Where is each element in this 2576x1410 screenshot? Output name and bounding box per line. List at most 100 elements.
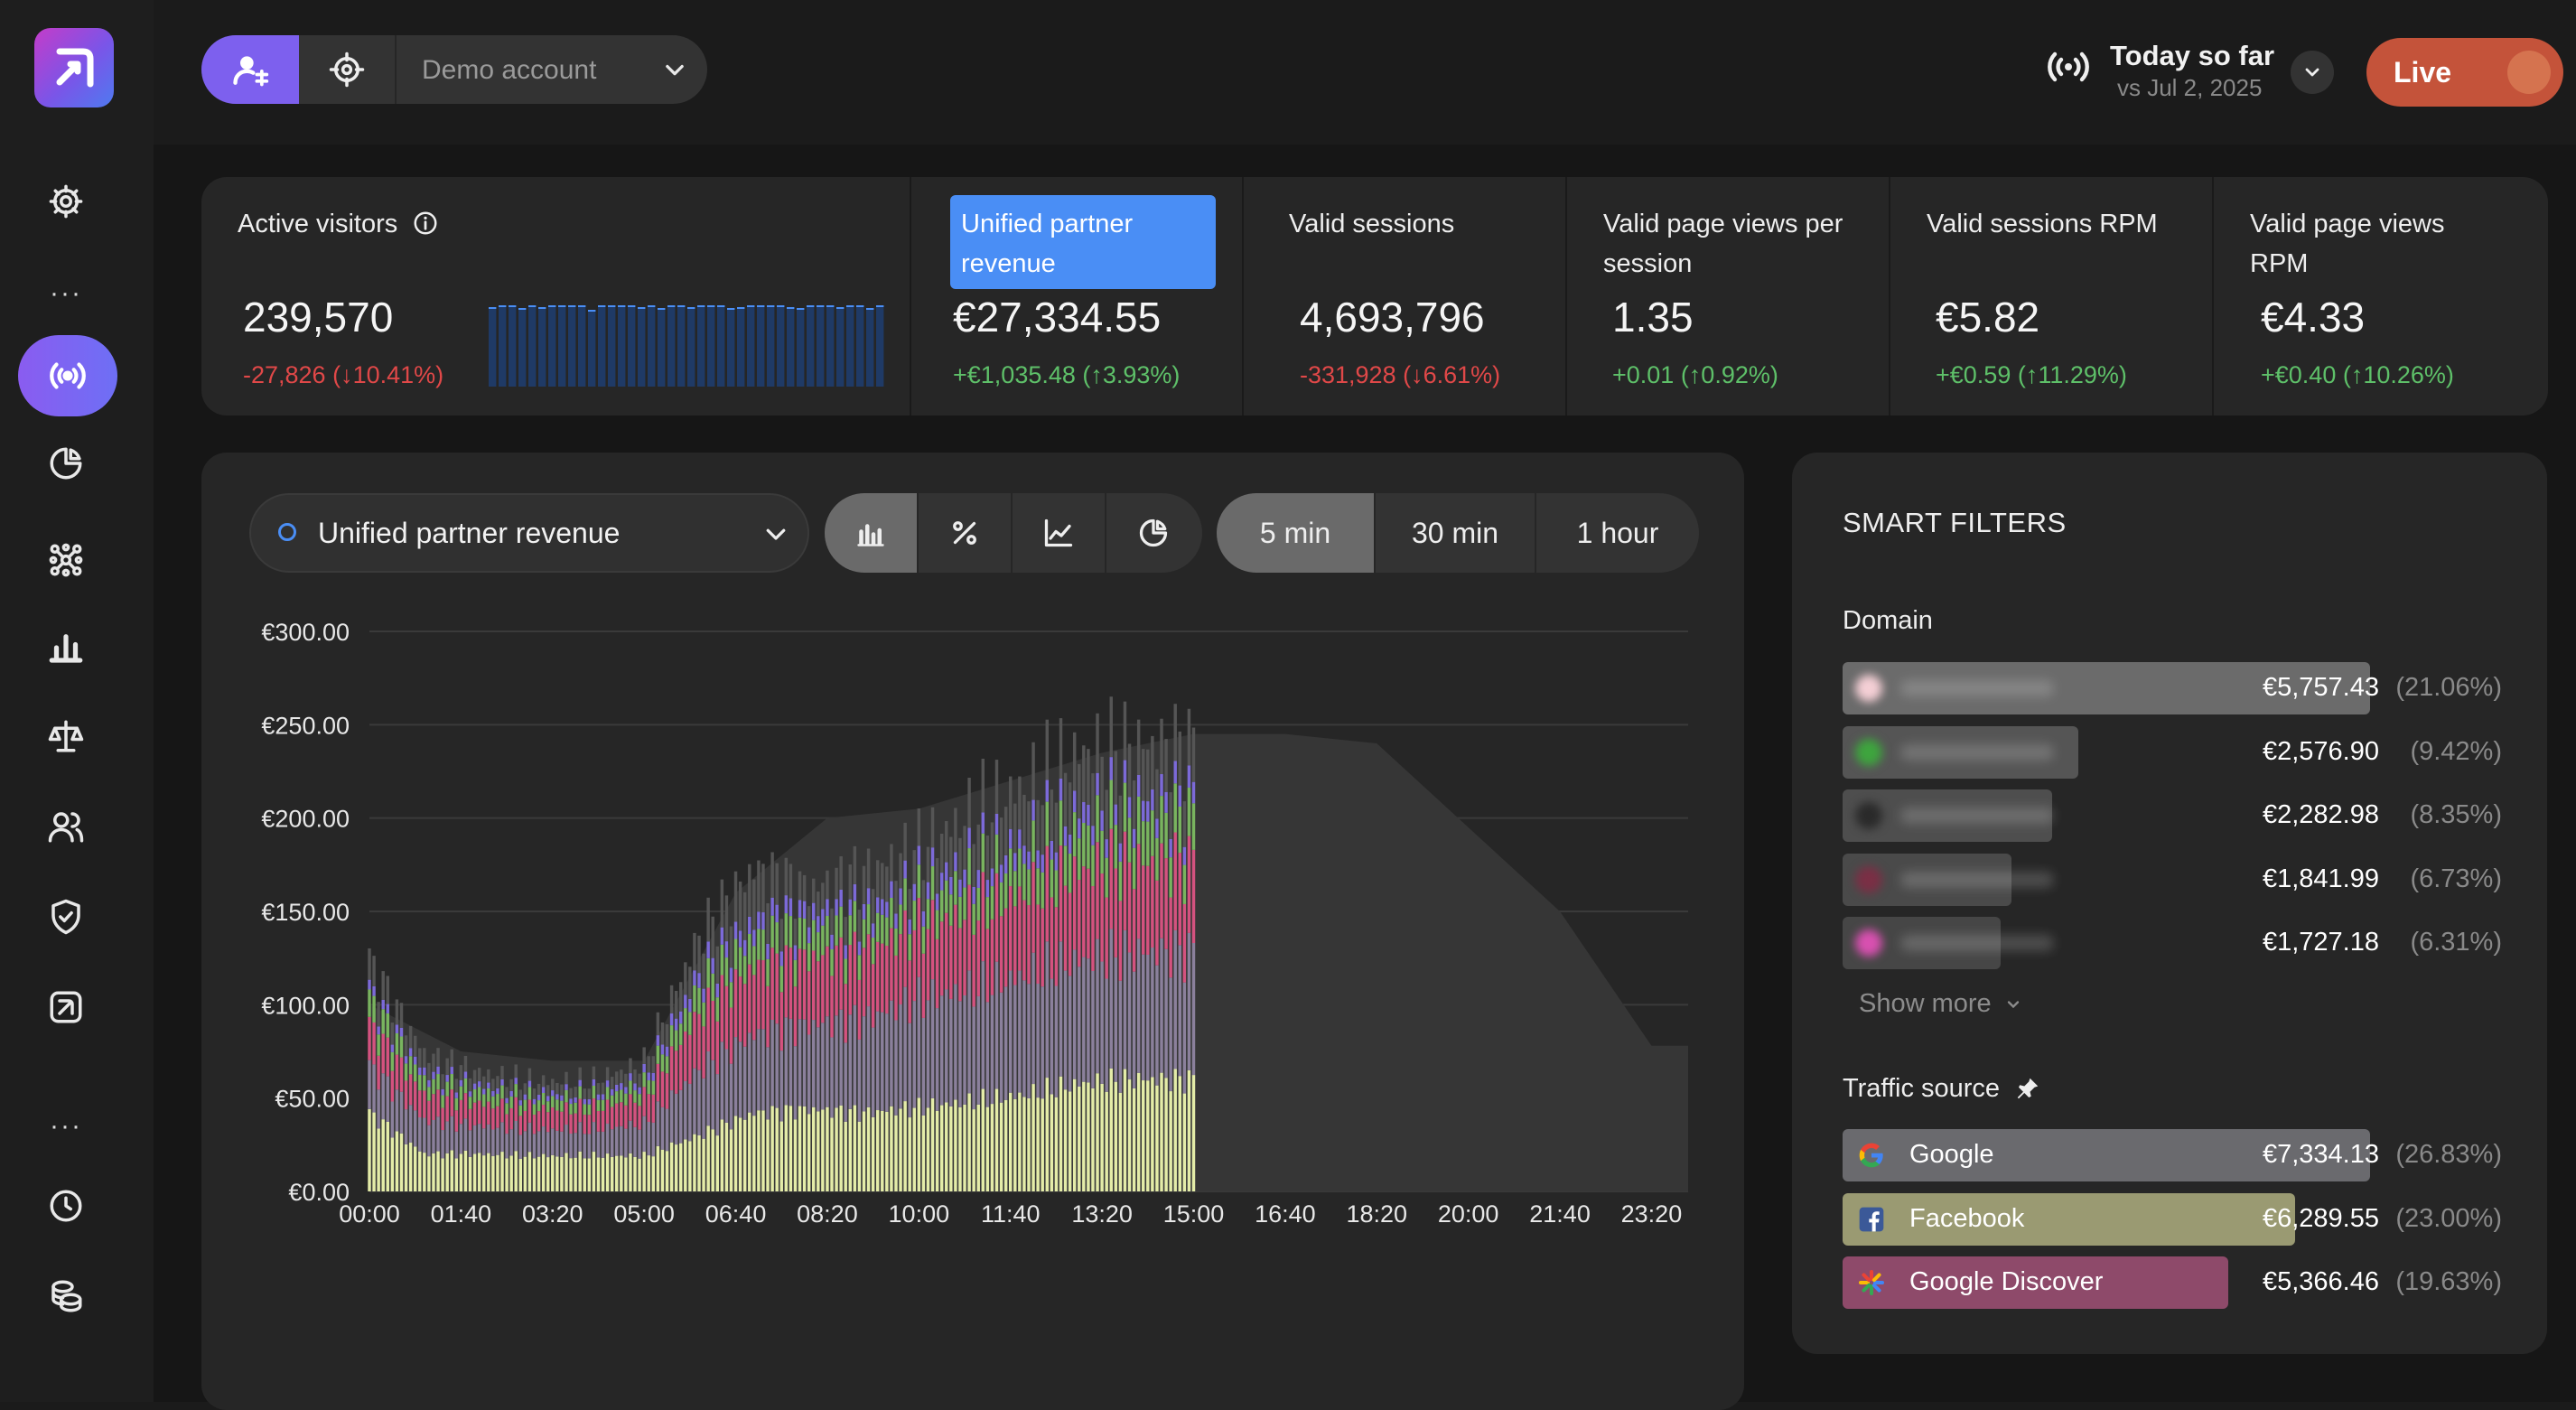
bar-segment[interactable] <box>660 1054 665 1072</box>
bar-segment[interactable] <box>565 1102 568 1125</box>
bar-segment[interactable] <box>436 1066 440 1075</box>
bar-segment[interactable] <box>477 1087 481 1101</box>
bar-segment[interactable] <box>688 1034 692 1084</box>
bar-segment[interactable] <box>381 1073 385 1120</box>
bar-segment[interactable] <box>926 846 930 882</box>
bar-segment[interactable] <box>505 1158 509 1191</box>
bar-segment[interactable] <box>1164 858 1168 949</box>
bar-segment[interactable] <box>697 935 701 974</box>
bar-segment[interactable] <box>775 1107 779 1191</box>
bar-segment[interactable] <box>592 1122 596 1153</box>
bar-segment[interactable] <box>477 1100 481 1125</box>
bar-segment[interactable] <box>1022 864 1026 901</box>
bar-segment[interactable] <box>496 1076 499 1088</box>
bar-segment[interactable] <box>866 934 871 1007</box>
bar-segment[interactable] <box>527 1122 532 1153</box>
bar-segment[interactable] <box>1027 984 1031 1098</box>
bar-segment[interactable] <box>899 934 902 1004</box>
bar-segment[interactable] <box>1050 897 1054 979</box>
bar-segment[interactable] <box>976 870 980 888</box>
bar-segment[interactable] <box>733 921 738 939</box>
bar-segment[interactable] <box>844 984 847 1043</box>
bar-segment[interactable] <box>981 833 985 873</box>
bar-segment[interactable] <box>857 1039 862 1122</box>
bar-segment[interactable] <box>729 926 733 968</box>
bar-segment[interactable] <box>1142 749 1145 801</box>
bar-segment[interactable] <box>1169 838 1172 858</box>
bar-segment[interactable] <box>592 1079 596 1086</box>
settings-icon[interactable] <box>36 172 96 231</box>
bar-segment[interactable] <box>793 1046 798 1120</box>
bar-segment[interactable] <box>724 957 729 986</box>
bar-segment[interactable] <box>830 948 834 976</box>
bar-segment[interactable] <box>372 1112 376 1191</box>
bar-segment[interactable] <box>477 1153 481 1191</box>
bar-segment[interactable] <box>926 1107 930 1191</box>
bar-segment[interactable] <box>853 845 857 884</box>
bar-segment[interactable] <box>674 990 678 1019</box>
bar-segment[interactable] <box>899 1004 902 1109</box>
bar-segment[interactable] <box>954 984 957 1100</box>
bar-segment[interactable] <box>565 1071 568 1085</box>
bar-segment[interactable] <box>812 1107 816 1191</box>
bar-segment[interactable] <box>789 864 793 899</box>
bar-segment[interactable] <box>656 1145 660 1191</box>
bar-segment[interactable] <box>651 1122 656 1157</box>
bar-segment[interactable] <box>596 1131 601 1158</box>
bar-segment[interactable] <box>1127 743 1132 798</box>
domain-filter-row[interactable]: €2,576.90 (9.42%) <box>1843 725 2502 779</box>
bar-segment[interactable] <box>693 1068 696 1135</box>
bar-segment[interactable] <box>821 882 825 910</box>
bar-segment[interactable] <box>381 1033 385 1074</box>
bar-segment[interactable] <box>633 1090 637 1103</box>
bar-segment[interactable] <box>523 1110 527 1132</box>
bar-segment[interactable] <box>738 881 742 931</box>
bar-segment[interactable] <box>742 956 747 985</box>
bar-segment[interactable] <box>1155 769 1159 819</box>
bar-segment[interactable] <box>684 962 687 995</box>
bar-segment[interactable] <box>1082 823 1086 867</box>
bar-segment[interactable] <box>789 948 793 1019</box>
bar-segment[interactable] <box>1173 783 1177 833</box>
bar-segment[interactable] <box>853 1004 857 1106</box>
bar-segment[interactable] <box>459 1086 463 1100</box>
bar-segment[interactable] <box>761 959 765 1030</box>
bar-segment[interactable] <box>752 946 756 976</box>
bar-segment[interactable] <box>817 1111 820 1191</box>
bar-segment[interactable] <box>976 995 980 1105</box>
bar-segment[interactable] <box>1045 1078 1050 1191</box>
bar-segment[interactable] <box>638 1129 641 1159</box>
bar-segment[interactable] <box>802 1019 807 1107</box>
bar-segment[interactable] <box>660 1071 665 1107</box>
bar-segment[interactable] <box>908 960 911 1023</box>
bar-segment[interactable] <box>1155 1085 1159 1191</box>
bar-segment[interactable] <box>1022 900 1026 981</box>
bar-segment[interactable] <box>871 938 875 965</box>
bar-segment[interactable] <box>546 1112 550 1133</box>
bar-segment[interactable] <box>688 1141 692 1191</box>
bar-segment[interactable] <box>1182 1093 1187 1191</box>
bar-segment[interactable] <box>368 1108 371 1191</box>
bar-segment[interactable] <box>678 1143 683 1191</box>
bar-segment[interactable] <box>395 1024 399 1033</box>
bar-segment[interactable] <box>826 915 829 947</box>
balance-scale-icon[interactable] <box>36 706 96 766</box>
bar-segment[interactable] <box>491 1155 495 1191</box>
bar-segment[interactable] <box>720 975 724 1042</box>
bar-segment[interactable] <box>518 1135 523 1160</box>
bar-segment[interactable] <box>862 1016 866 1112</box>
bar-segment[interactable] <box>541 1092 546 1106</box>
bar-segment[interactable] <box>702 953 705 989</box>
bar-segment[interactable] <box>1041 908 1044 987</box>
bar-segment[interactable] <box>1142 1080 1145 1191</box>
bar-segment[interactable] <box>555 1130 559 1157</box>
bar-segment[interactable] <box>821 909 825 926</box>
bar-segment[interactable] <box>866 888 871 905</box>
bar-segment[interactable] <box>372 985 376 996</box>
bar-segment[interactable] <box>935 938 939 1009</box>
bar-segment[interactable] <box>738 1041 742 1118</box>
bar-segment[interactable] <box>807 1114 811 1191</box>
line-chart-type-button[interactable] <box>1013 493 1106 573</box>
bar-segment[interactable] <box>491 1079 495 1091</box>
bar-segment[interactable] <box>821 925 825 956</box>
